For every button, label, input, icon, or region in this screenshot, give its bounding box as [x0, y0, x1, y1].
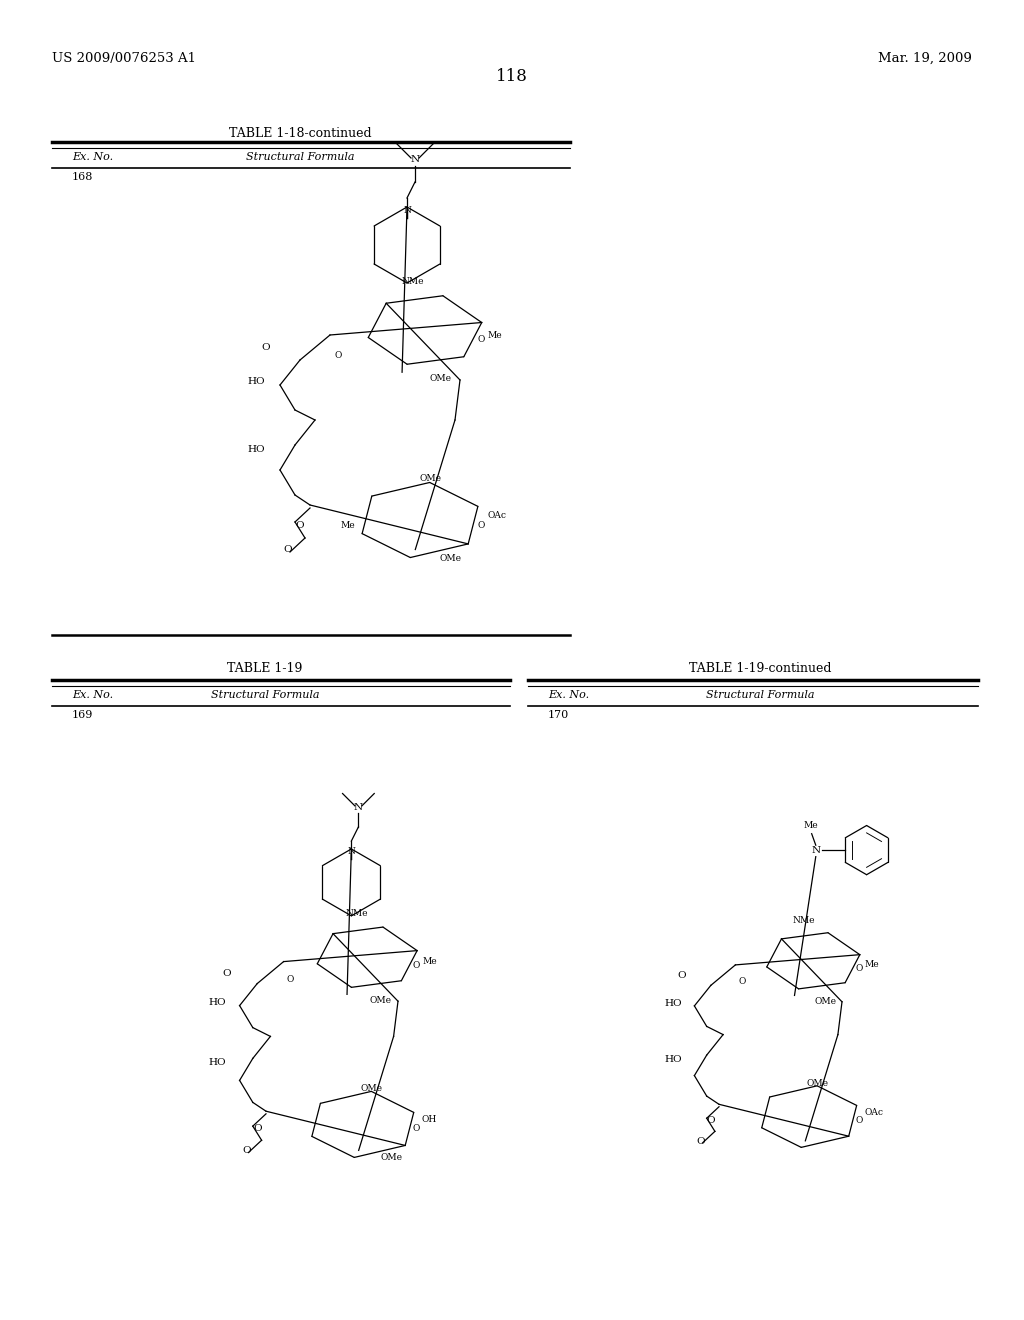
Text: 168: 168 [72, 172, 93, 182]
Text: O: O [222, 969, 230, 978]
Text: HO: HO [209, 1059, 226, 1068]
Text: NMe: NMe [401, 277, 424, 286]
Text: O: O [284, 545, 292, 554]
Text: O: O [678, 972, 686, 979]
Text: O: O [707, 1117, 715, 1125]
Text: Mar. 19, 2009: Mar. 19, 2009 [879, 51, 972, 65]
Text: US 2009/0076253 A1: US 2009/0076253 A1 [52, 51, 196, 65]
Text: OH: OH [422, 1115, 437, 1125]
Text: HO: HO [209, 998, 226, 1007]
Text: N: N [354, 803, 362, 812]
Text: O: O [296, 520, 304, 529]
Text: O: O [261, 343, 270, 352]
Text: O: O [413, 1125, 420, 1134]
Text: Structural Formula: Structural Formula [246, 152, 354, 162]
Text: O: O [413, 961, 420, 970]
Text: O: O [477, 520, 484, 529]
Text: NMe: NMe [793, 916, 815, 925]
Text: Me: Me [340, 520, 355, 529]
Text: O: O [334, 351, 342, 359]
Text: N: N [411, 156, 420, 165]
Text: TABLE 1-18-continued: TABLE 1-18-continued [228, 127, 372, 140]
Text: Me: Me [804, 821, 818, 829]
Text: Me: Me [423, 957, 437, 966]
Text: TABLE 1-19: TABLE 1-19 [227, 663, 303, 675]
Text: OAc: OAc [487, 511, 506, 520]
Text: 118: 118 [496, 69, 528, 84]
Text: O: O [738, 977, 745, 986]
Text: OMe: OMe [419, 474, 441, 483]
Text: 169: 169 [72, 710, 93, 719]
Text: Ex. No.: Ex. No. [72, 690, 113, 700]
Text: OMe: OMe [429, 374, 451, 383]
Text: Ex. No.: Ex. No. [72, 152, 113, 162]
Text: N: N [811, 846, 820, 854]
Text: Me: Me [488, 330, 503, 339]
Text: HO: HO [665, 1055, 682, 1064]
Text: OMe: OMe [370, 995, 391, 1005]
Text: O: O [856, 1117, 863, 1126]
Text: N: N [347, 847, 355, 857]
Text: OMe: OMe [807, 1078, 828, 1088]
Text: NMe: NMe [345, 909, 368, 919]
Text: TABLE 1-19-continued: TABLE 1-19-continued [689, 663, 831, 675]
Text: O: O [477, 335, 484, 345]
Text: O: O [243, 1146, 251, 1155]
Text: N: N [403, 206, 411, 215]
Text: HO: HO [248, 446, 265, 454]
Text: Me: Me [865, 961, 880, 969]
Text: OMe: OMe [360, 1084, 383, 1093]
Text: OMe: OMe [380, 1154, 402, 1162]
Text: Structural Formula: Structural Formula [706, 690, 814, 700]
Text: O: O [696, 1137, 706, 1146]
Text: OMe: OMe [815, 997, 837, 1006]
Text: O: O [253, 1125, 261, 1134]
Text: OMe: OMe [440, 554, 462, 564]
Text: O: O [855, 964, 862, 973]
Text: 170: 170 [548, 710, 569, 719]
Text: HO: HO [665, 999, 682, 1008]
Text: HO: HO [248, 378, 265, 387]
Text: OAc: OAc [864, 1107, 883, 1117]
Text: Structural Formula: Structural Formula [211, 690, 319, 700]
Text: Ex. No.: Ex. No. [548, 690, 589, 700]
Text: O: O [287, 974, 294, 983]
